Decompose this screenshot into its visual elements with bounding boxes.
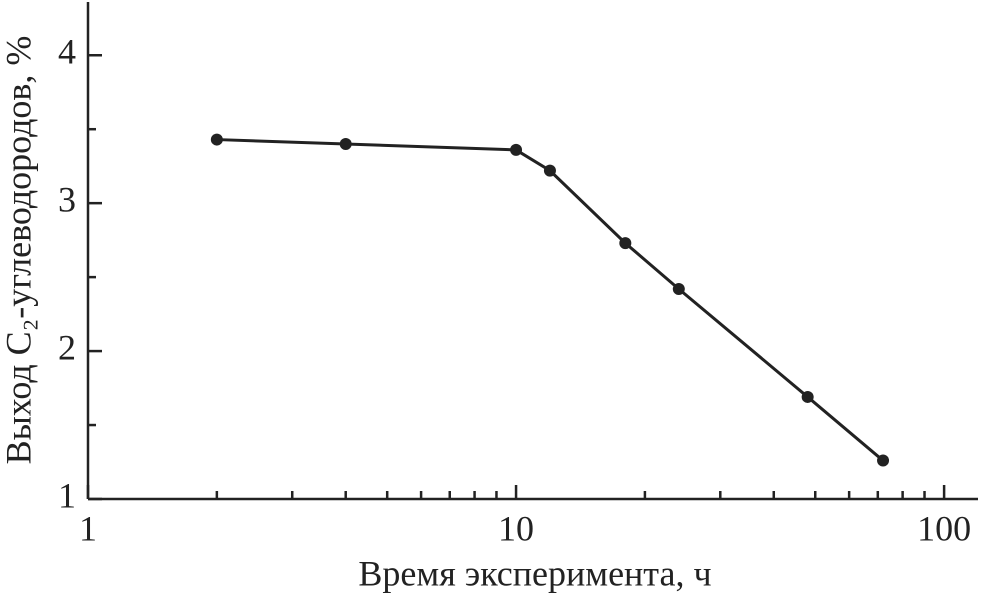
y-axis-label: Выход C₂-углеводородов, % <box>0 36 38 465</box>
data-point <box>339 138 352 150</box>
data-line <box>216 138 885 462</box>
y-tick-label: 1 <box>58 475 76 515</box>
y-tick-label: 2 <box>58 327 76 367</box>
x-tick-label: 10 <box>498 508 534 548</box>
data-point <box>210 133 223 146</box>
data-point <box>510 143 523 156</box>
data-point <box>619 237 632 250</box>
x-tick-label: 100 <box>917 508 971 548</box>
data-point <box>877 454 890 467</box>
data-point <box>672 282 685 295</box>
x-axis-label: Время эксперимента, ч <box>358 553 711 593</box>
y-tick-label: 3 <box>58 179 76 219</box>
data-point <box>801 390 814 403</box>
x-tick-label: 1 <box>79 508 97 548</box>
data-point <box>543 164 556 177</box>
y-tick-label: 4 <box>58 32 76 72</box>
